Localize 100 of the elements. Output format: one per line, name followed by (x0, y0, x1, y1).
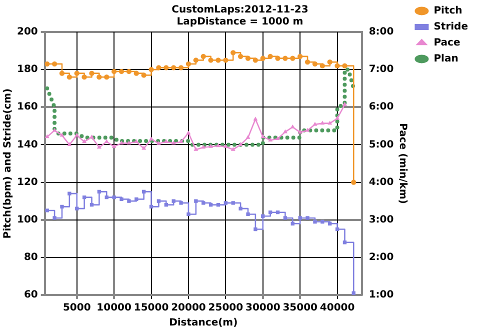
point (141, 72, 146, 78)
point (172, 199, 176, 203)
legend-label: Pace (434, 38, 460, 49)
point (246, 134, 250, 139)
point (186, 61, 192, 67)
point (90, 202, 94, 207)
legend-label: Pitch (434, 6, 462, 17)
point (60, 204, 64, 209)
point (82, 139, 87, 144)
y-tick-label: 200 (17, 26, 38, 38)
point (74, 70, 80, 76)
point (246, 212, 250, 216)
chart-subtitle: LapDistance = 1000 m (176, 16, 304, 28)
x-tick-label: 20000 (171, 302, 206, 314)
y2-axis-title: Pace (min/km) (397, 123, 408, 204)
y2-tick-label: 3:00 (368, 214, 394, 226)
point (96, 144, 102, 149)
point (275, 56, 280, 61)
point (104, 139, 109, 144)
point (193, 58, 199, 63)
point (290, 222, 294, 226)
point (118, 68, 124, 74)
point (164, 202, 168, 207)
point (52, 216, 56, 220)
point (97, 190, 102, 194)
y-axis-title: Pitch(bpm) and Stride(cm) (2, 88, 14, 239)
point (119, 140, 124, 145)
point (320, 63, 326, 68)
point (134, 70, 139, 76)
point (89, 70, 94, 76)
point (112, 195, 116, 200)
point (126, 68, 132, 74)
point (178, 139, 184, 144)
point (342, 63, 348, 68)
point (298, 216, 302, 220)
point (66, 74, 72, 80)
point (126, 140, 132, 145)
point (171, 140, 176, 145)
point (260, 56, 266, 61)
point (186, 130, 191, 134)
point (164, 139, 168, 144)
point (60, 132, 64, 137)
y2-tick-label: 4:00 (368, 176, 394, 188)
point (208, 144, 214, 148)
point (230, 50, 236, 56)
point (230, 147, 236, 151)
y2-tick-label: 1:00 (368, 290, 394, 301)
x-tick-label: 35000 (282, 302, 318, 314)
point (178, 65, 184, 70)
point (231, 201, 235, 205)
point (306, 216, 310, 220)
point (223, 58, 228, 63)
point (313, 220, 317, 224)
point (186, 212, 190, 216)
point (290, 124, 295, 128)
y2-tick-label: 2:00 (368, 252, 394, 264)
point (282, 56, 288, 61)
point (127, 199, 131, 203)
point (164, 65, 169, 70)
point (104, 74, 110, 80)
point (90, 134, 94, 138)
y-tick-label: 60 (24, 290, 38, 301)
line-series (45, 68, 356, 147)
point (335, 227, 340, 232)
point (44, 61, 50, 67)
point (74, 132, 80, 137)
point (96, 74, 102, 80)
point (202, 201, 206, 205)
point (268, 54, 273, 60)
point (75, 206, 79, 210)
point (268, 138, 273, 142)
y-tick-label: 180 (17, 64, 38, 76)
point (328, 222, 332, 226)
point (283, 216, 288, 220)
legend-label: Stride (434, 22, 468, 33)
point (297, 54, 303, 60)
x-tick-label: 25000 (208, 302, 244, 314)
y-tick-label: 140 (17, 139, 38, 150)
point (194, 199, 198, 203)
x-tick-label: 15000 (134, 302, 169, 314)
point (208, 58, 214, 63)
point (45, 208, 49, 212)
x-tick-label: 40000 (320, 302, 355, 314)
x-tick-label: 5000 (62, 302, 91, 314)
point (276, 210, 280, 214)
y-tick-label: 100 (17, 214, 38, 226)
point (351, 180, 356, 185)
point (194, 147, 198, 151)
point (200, 54, 206, 60)
point (298, 130, 302, 134)
point (261, 214, 265, 218)
point (156, 65, 162, 70)
point (142, 190, 146, 194)
point (268, 210, 272, 214)
point (179, 201, 183, 205)
point (260, 134, 266, 138)
point (320, 220, 324, 224)
point (238, 54, 244, 60)
x-tick-label: 30000 (245, 302, 280, 314)
y2-tick-label: 8:00 (368, 26, 394, 38)
